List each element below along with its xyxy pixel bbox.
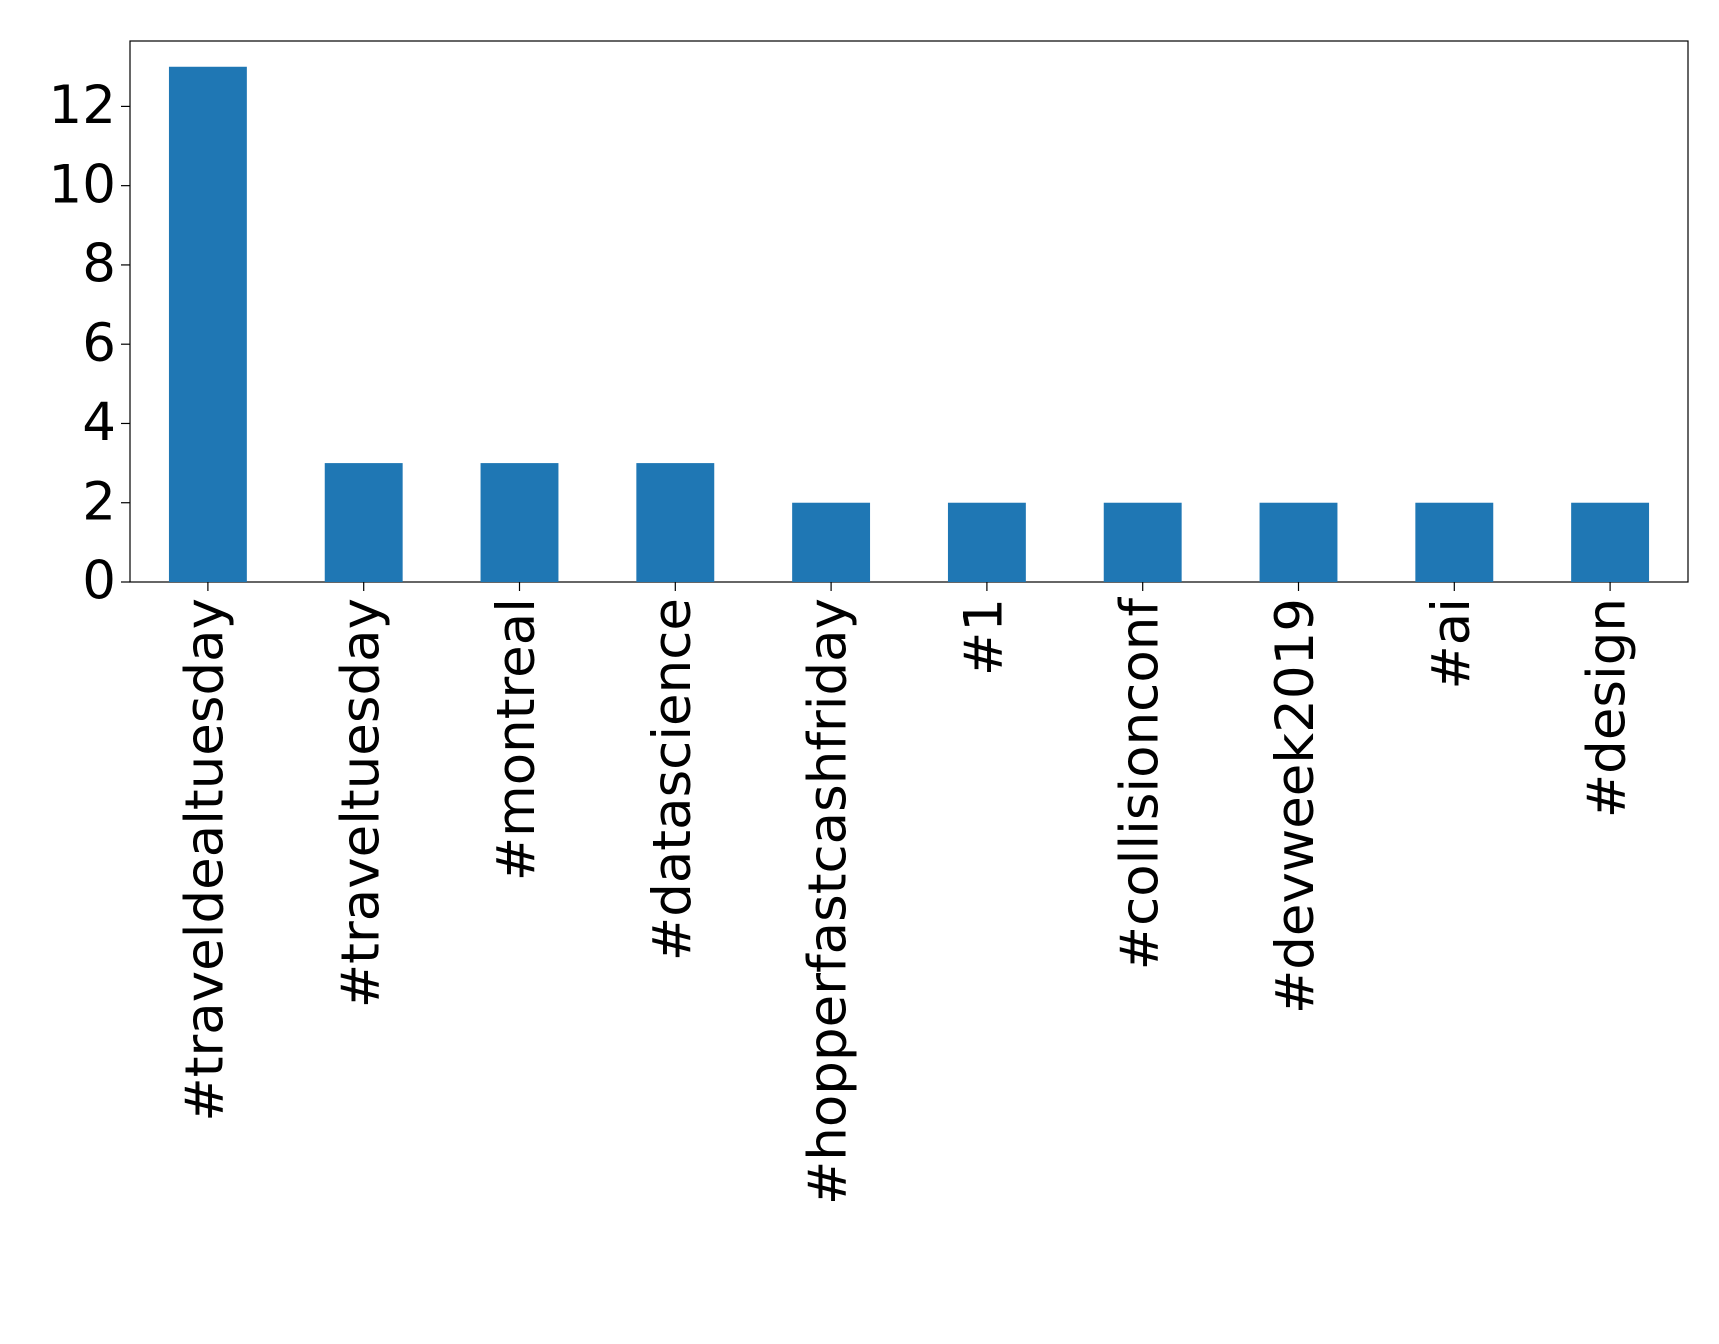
y-tick-label: 4 <box>82 392 116 453</box>
bar <box>947 502 1026 582</box>
y-tick-label: 6 <box>82 313 116 374</box>
bar <box>324 463 403 582</box>
y-tick-label: 2 <box>82 471 116 532</box>
bar <box>1259 502 1338 582</box>
x-tick-label: #ai <box>1421 598 1482 690</box>
x-tick-label: #datascience <box>642 598 703 961</box>
bar <box>636 463 715 582</box>
x-tick-label: #montreal <box>486 598 547 881</box>
x-tick-label: #design <box>1577 598 1638 818</box>
x-tick-label: #traveltuesday <box>330 598 391 1008</box>
y-tick-label: 10 <box>49 154 116 215</box>
y-tick-label: 12 <box>49 75 116 136</box>
plot-frame <box>129 40 1689 583</box>
bar <box>1103 502 1182 582</box>
x-tick-label: #1 <box>954 598 1015 676</box>
bar <box>1415 502 1494 582</box>
bar <box>792 502 871 582</box>
bar <box>480 463 559 582</box>
y-tick-label: 8 <box>82 234 116 295</box>
x-tick-label: #devweek2019 <box>1265 598 1326 1014</box>
bar <box>168 66 247 582</box>
y-tick-label: 0 <box>82 551 116 612</box>
x-tick-label: #collisionconf <box>1109 597 1170 971</box>
x-tick-label: #traveldealtuesday <box>175 598 236 1122</box>
x-tick-label: #hopperfastcashfriday <box>798 598 859 1205</box>
bar <box>1571 502 1650 582</box>
